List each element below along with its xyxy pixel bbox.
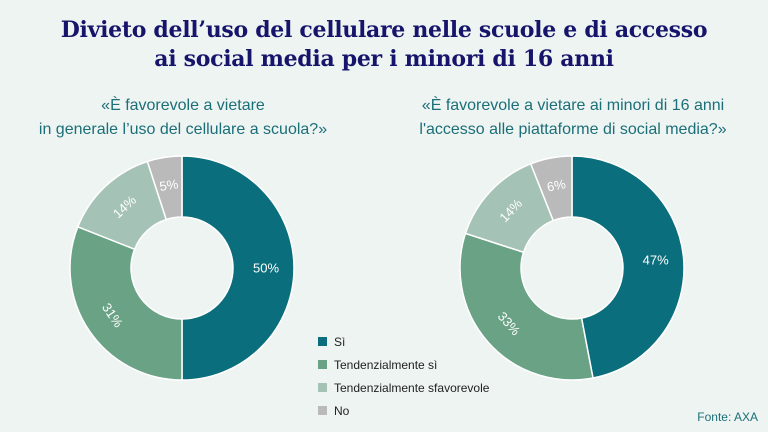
source-note: Fonte: AXA [697, 410, 758, 424]
legend-item-tendenzialmente-sfavorevole: Tendenzialmente sfavorevole [318, 376, 489, 399]
right-slice-no [529, 155, 573, 222]
legend-swatch-no [318, 406, 327, 415]
legend-swatch-si [318, 337, 327, 346]
left-slice-no [146, 155, 183, 221]
left-label-no: 5% [158, 176, 179, 194]
left-donut-chart: 50%31%14%5% [69, 155, 295, 381]
legend-item-tendenzialmente-si: Tendenzialmente sì [318, 353, 489, 376]
left-question-line-2: in generale l’uso del cellulare a scuola… [38, 121, 328, 138]
right-label-no: 6% [546, 176, 568, 194]
chart-title-line-2: ai social media per i minori di 16 anni [154, 46, 614, 72]
legend-item-no: No [318, 399, 489, 422]
legend-label-si: Sì [334, 334, 346, 349]
legend-swatch-tendenzialmente-sfavorevole [318, 383, 327, 392]
right-question-line-2: l'accesso alle piattaforme di social med… [419, 121, 727, 138]
left-chart-question: «È favorevole a vietare in generale l’us… [0, 94, 366, 142]
right-donut-chart: 47%33%14%6% [459, 155, 685, 381]
right-slice-si [571, 155, 685, 379]
right-question-line-1: «È favorevole a vietare ai minori di 16 … [421, 97, 725, 114]
right-chart-question: «È favorevole a vietare ai minori di 16 … [378, 94, 768, 142]
left-question-line-1: «È favorevole a vietare [101, 97, 265, 114]
legend-label-tendenzialmente-si: Tendenzialmente sì [334, 357, 438, 372]
chart-title: Divieto dell’uso del cellulare nelle scu… [0, 16, 768, 74]
left-slice-si [181, 155, 295, 381]
legend-swatch-tendenzialmente-si [318, 360, 327, 369]
left-label-si: 50% [253, 261, 279, 276]
legend: Sì Tendenzialmente sì Tendenzialmente sf… [318, 330, 489, 422]
right-slice-tendenzialmente-si [459, 232, 594, 381]
legend-label-tendenzialmente-sfavorevole: Tendenzialmente sfavorevole [334, 380, 490, 395]
legend-item-si: Sì [318, 330, 489, 353]
chart-title-line-1: Divieto dell’uso del cellulare nelle scu… [60, 17, 708, 43]
legend-label-no: No [334, 403, 350, 418]
left-slice-tendenzialmente-si [69, 225, 183, 381]
right-label-si: 47% [643, 253, 669, 268]
